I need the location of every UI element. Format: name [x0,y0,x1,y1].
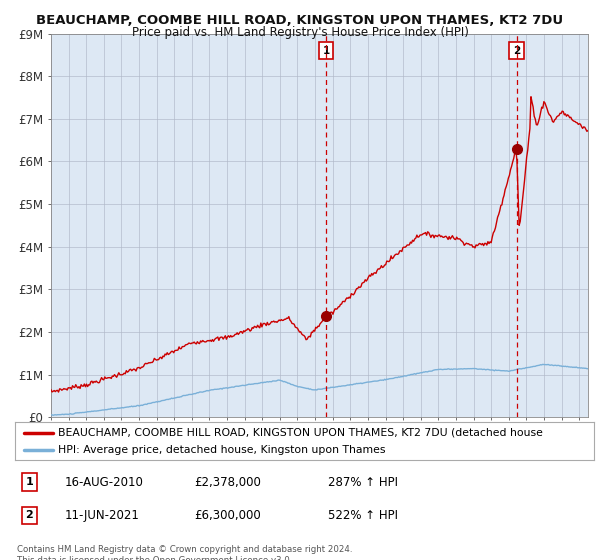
Text: 1: 1 [322,46,329,55]
Text: HPI: Average price, detached house, Kingston upon Thames: HPI: Average price, detached house, King… [58,445,386,455]
Text: 2: 2 [26,511,34,520]
Text: Contains HM Land Registry data © Crown copyright and database right 2024.
This d: Contains HM Land Registry data © Crown c… [17,545,352,560]
Text: Price paid vs. HM Land Registry's House Price Index (HPI): Price paid vs. HM Land Registry's House … [131,26,469,39]
Text: 287% ↑ HPI: 287% ↑ HPI [328,475,398,489]
Text: 522% ↑ HPI: 522% ↑ HPI [328,509,398,522]
Text: BEAUCHAMP, COOMBE HILL ROAD, KINGSTON UPON THAMES, KT2 7DU: BEAUCHAMP, COOMBE HILL ROAD, KINGSTON UP… [37,14,563,27]
Text: £2,378,000: £2,378,000 [194,475,262,489]
Text: BEAUCHAMP, COOMBE HILL ROAD, KINGSTON UPON THAMES, KT2 7DU (detached house: BEAUCHAMP, COOMBE HILL ROAD, KINGSTON UP… [58,427,544,437]
Text: 1: 1 [26,477,34,487]
Text: 2: 2 [513,46,520,55]
Text: 11-JUN-2021: 11-JUN-2021 [64,509,139,522]
Text: 16-AUG-2010: 16-AUG-2010 [64,475,143,489]
Text: £6,300,000: £6,300,000 [194,509,261,522]
